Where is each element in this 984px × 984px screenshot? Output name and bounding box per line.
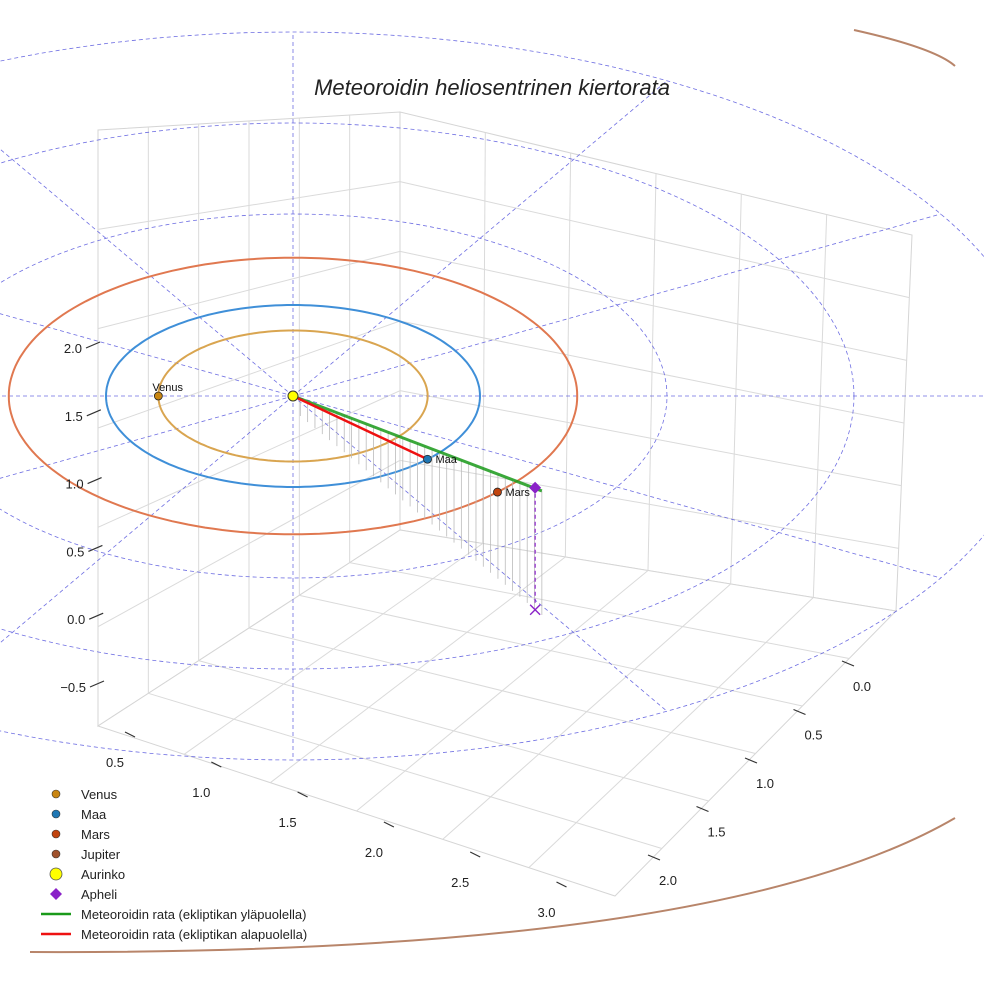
aphelion-marker xyxy=(529,481,542,494)
x-gridline xyxy=(812,214,828,598)
x-tick-mark xyxy=(297,791,308,798)
z-tick-label: 2.0 xyxy=(64,341,82,356)
ecliptic-grid-spoke xyxy=(292,395,941,579)
legend-label: Venus xyxy=(81,787,118,802)
legend-item-mars: Mars xyxy=(51,827,110,842)
z-tick-mark xyxy=(86,409,102,417)
x-tick-mark xyxy=(469,851,481,858)
legend-dot xyxy=(51,829,61,839)
x-tick-mark xyxy=(383,821,395,828)
x-tick-mark xyxy=(556,881,567,888)
legend-item-venus: Venus xyxy=(51,787,118,802)
z-tick-label: 0.0 xyxy=(67,612,85,627)
y-tick-mark xyxy=(647,854,661,861)
y-tick-label: 1.5 xyxy=(707,825,725,840)
x-tick-label: 3.0 xyxy=(537,905,555,920)
x-tick-label: 2.0 xyxy=(365,845,383,860)
legend-item-jupiter: Jupiter xyxy=(51,847,121,862)
jupiter-orbit-upper xyxy=(853,29,956,67)
z-tick-label: 1.5 xyxy=(65,409,83,424)
y-tick-mark xyxy=(696,805,709,813)
legend-dot xyxy=(51,789,61,799)
legend-item-meteoroidin-7: Meteoroidin rata (ekliptikan alapuolella… xyxy=(41,927,307,942)
y-tick-mark xyxy=(744,757,758,764)
legend: Venus Maa Mars Jupiter Aurinko Apheli Meteoroi… xyxy=(41,787,307,942)
z-tick-mark xyxy=(89,680,105,688)
venus-marker xyxy=(153,391,163,401)
z-tick-label: 0.5 xyxy=(66,544,84,559)
y-tick-label: 1.0 xyxy=(756,776,774,791)
ecliptic-grid-spoke xyxy=(292,395,668,712)
y-tick-label: 0.5 xyxy=(804,728,822,743)
mars-marker xyxy=(493,487,502,497)
aphelion-ecliptic-projection xyxy=(529,604,541,616)
legend-label: Meteoroidin rata (ekliptikan yläpuolella… xyxy=(81,907,306,922)
legend-label: Mars xyxy=(81,827,110,842)
ecliptic-grid-spoke xyxy=(0,313,294,397)
legend-label: Apheli xyxy=(81,887,117,902)
z-tick-label: −0.5 xyxy=(60,680,86,695)
legend-item-maa: Maa xyxy=(51,807,107,822)
x-tick-mark xyxy=(211,761,222,768)
legend-diamond xyxy=(50,888,62,900)
ecliptic-grid-ring xyxy=(0,213,668,579)
z-tick-mark xyxy=(85,341,101,349)
z-tick-label: 1.0 xyxy=(66,477,84,492)
legend-label: Maa xyxy=(81,807,107,822)
legend-item-meteoroidin-6: Meteoroidin rata (ekliptikan yläpuolella… xyxy=(41,907,306,922)
x-tick-label: 0.5 xyxy=(106,755,124,770)
legend-sun xyxy=(49,867,63,881)
chart-title: Meteoroidin heliosentrinen kiertorata xyxy=(314,75,670,100)
jupiter-orbit-lower xyxy=(29,817,956,954)
y-tick-label: 0.0 xyxy=(853,679,871,694)
legend-dot xyxy=(51,849,61,859)
ecliptic-grid-spoke xyxy=(0,395,294,479)
trajectory-below-ecliptic xyxy=(292,394,429,461)
y-tick-label: 2.0 xyxy=(659,873,677,888)
x-tick-label: 2.5 xyxy=(451,875,469,890)
ecliptic-grid-ring xyxy=(0,31,984,761)
z-tick-mark xyxy=(87,477,102,485)
ecliptic-grid-spoke xyxy=(292,213,941,397)
z-tick-mark xyxy=(88,544,103,552)
x-tick-mark xyxy=(124,731,136,738)
trajectory-above-ecliptic xyxy=(292,394,543,493)
maa-marker xyxy=(423,454,432,464)
mars-orbit xyxy=(7,256,579,536)
x-tick-label: 1.0 xyxy=(192,785,210,800)
ecliptic-grid-spoke xyxy=(292,80,668,397)
legend-item-apheli: Apheli xyxy=(50,887,117,902)
x-tick-label: 1.5 xyxy=(279,815,297,830)
legend-label: Meteoroidin rata (ekliptikan alapuolella… xyxy=(81,927,307,942)
z-tick-mark xyxy=(88,612,104,620)
floor-gridline xyxy=(349,562,850,659)
legend-dot xyxy=(51,809,61,819)
legend-label: Aurinko xyxy=(81,867,125,882)
y-tick-mark xyxy=(793,708,806,716)
maa-orbit xyxy=(104,304,482,488)
legend-item-aurinko: Aurinko xyxy=(49,867,125,882)
legend-label: Jupiter xyxy=(81,847,121,862)
sun-marker xyxy=(287,390,299,402)
maa-label: Maa xyxy=(436,454,458,466)
y-tick-mark xyxy=(841,660,855,667)
mars-label: Mars xyxy=(505,487,530,499)
venus-label: Venus xyxy=(152,382,183,394)
